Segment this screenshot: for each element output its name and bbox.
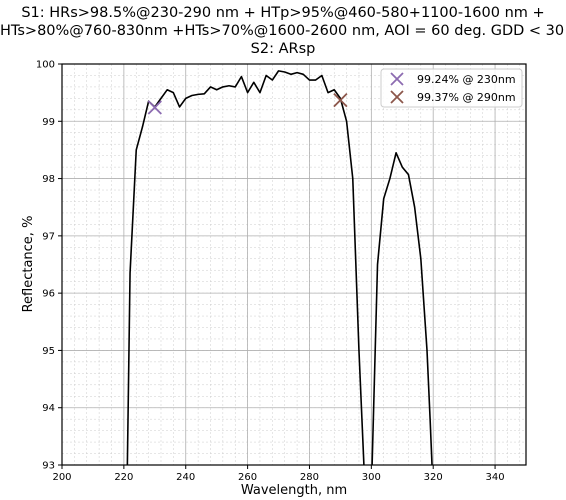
marker-x-230-stroke <box>147 100 162 115</box>
y-tick-label: 96 <box>42 289 55 300</box>
legend-marker-0-stroke <box>390 72 404 86</box>
y-tick-label: 98 <box>42 174 55 185</box>
legend-marker-1 <box>390 90 404 104</box>
x-axis-label: Wavelength, nm <box>241 483 347 498</box>
legend-box <box>380 68 523 108</box>
x-tick-label: 340 <box>486 472 505 483</box>
plot-area <box>62 64 526 465</box>
y-tick-label: 94 <box>42 403 55 414</box>
axis-ticks: 200 220 240 260 280 300 320 340 93 94 95 96 97 98 99 10… <box>36 60 505 484</box>
legend-marker-1-stroke <box>390 90 404 104</box>
x-tick-label: 220 <box>114 472 133 483</box>
legend-label: 99.37% @ 290nm <box>417 91 516 104</box>
series-layer <box>126 70 433 465</box>
marker-x-290-stroke <box>333 92 348 108</box>
chart-title-line-3: S2: ARsp <box>250 41 316 57</box>
reflectance-series-line <box>126 70 433 465</box>
x-tick-label: 240 <box>176 472 195 483</box>
marker-layer <box>147 92 348 115</box>
plot-frame <box>61 63 527 466</box>
y-tick-label: 99 <box>42 117 55 128</box>
x-tick-label: 280 <box>300 472 319 483</box>
legend: 99.24% @ 230nm 99.37% @ 290nm <box>380 68 523 108</box>
legend-marker-0 <box>390 72 404 86</box>
marker-x-290 <box>333 92 348 108</box>
x-tick-label: 200 <box>52 472 71 483</box>
y-tick-label: 100 <box>36 60 55 71</box>
marker-x-230 <box>147 100 162 115</box>
y-tick-label: 95 <box>42 346 55 357</box>
chart-title-line-1: S1: HRs>98.5%@230-290 nm + HTp>95%@460-5… <box>21 5 545 21</box>
y-tick-label: 97 <box>42 231 55 242</box>
chart-title-line-2: HTs>80%@760-830nm +HTs>70%@1600-2600 nm,… <box>0 23 566 39</box>
x-tick-label: 320 <box>424 472 443 483</box>
y-tick-label: 93 <box>42 461 55 472</box>
legend-label: 99.24% @ 230nm <box>417 73 516 86</box>
x-tick-label: 260 <box>238 472 257 483</box>
x-tick-label: 300 <box>362 472 381 483</box>
y-axis-label: Reflectance, % <box>21 216 36 313</box>
